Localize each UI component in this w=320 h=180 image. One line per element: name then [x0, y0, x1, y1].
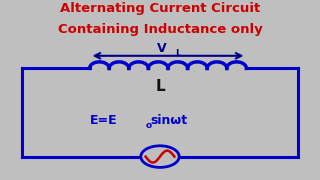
- Text: L: L: [175, 49, 180, 58]
- Text: V: V: [157, 42, 166, 55]
- Text: sinωt: sinωt: [150, 114, 188, 127]
- Text: o: o: [146, 122, 152, 130]
- Text: Alternating Current Circuit: Alternating Current Circuit: [60, 2, 260, 15]
- Text: Containing Inductance only: Containing Inductance only: [58, 23, 262, 36]
- Text: E=E: E=E: [90, 114, 117, 127]
- Circle shape: [141, 146, 179, 167]
- Text: L: L: [155, 79, 165, 94]
